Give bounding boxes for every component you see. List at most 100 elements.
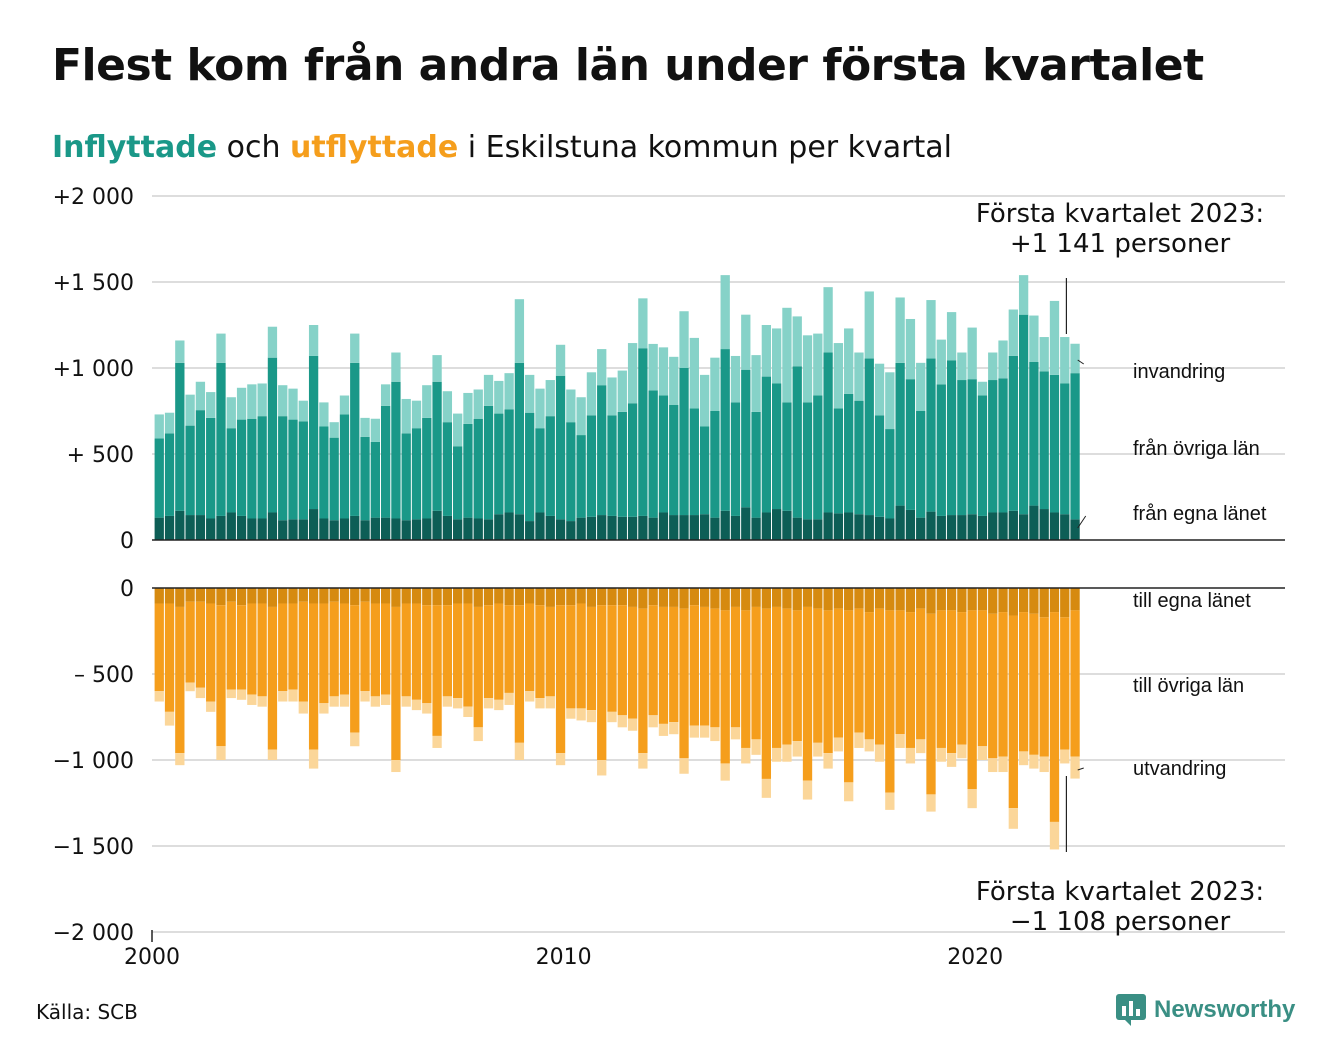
annotation-bottom-line2: −1 108 personer [1010,907,1231,937]
bar-in-abroad [864,291,874,359]
bar-in-abroad [226,397,236,429]
bar-in-abroad [905,318,916,380]
series-label-utvandring: utvandring [1133,758,1226,780]
subtitle-utflyttade: utflyttade [290,130,459,165]
bar-out-local [607,588,617,606]
bar-out-other [988,613,998,759]
bar-in-local [833,513,844,540]
bar-out-local [1039,588,1049,618]
bar-in-local [802,519,813,540]
bar-in-abroad [627,343,638,404]
axis-layer [151,278,1285,942]
bar-out-local [576,588,586,604]
bar-in-other [298,421,308,520]
bar-out-other [874,608,885,745]
bar-in-local [411,519,422,540]
bar-out-other [1060,617,1070,750]
bar-out-abroad [864,739,874,752]
bar-in-local [916,517,926,540]
bar-in-local [874,516,885,540]
bar-out-abroad [175,753,185,766]
bar-out-other [638,608,648,754]
bar-out-local [360,588,370,602]
newsworthy-icon [1116,994,1146,1026]
bar-out-other [463,603,473,707]
bar-in-other [483,405,494,520]
bar-out-abroad [380,694,391,705]
bar-in-other [442,422,453,516]
bar-in-other [936,384,946,516]
bar-in-other [350,362,360,516]
series-label-invandring: invandring [1133,361,1225,383]
bar-in-other [823,352,833,513]
bar-out-local [730,588,741,607]
bar-in-abroad [463,392,473,424]
bar-out-other [607,605,617,712]
bar-in-local [1060,514,1070,540]
bar-out-other [257,603,267,697]
bar-in-local [669,515,679,540]
bar-out-abroad [514,742,525,760]
bar-in-other [1070,373,1080,520]
bar-in-abroad [504,373,514,410]
bar-in-local [226,512,236,540]
bar-out-other [669,606,679,723]
bar-out-other [916,608,926,740]
bar-out-local [617,588,627,606]
bar-out-local [432,588,442,606]
bar-out-abroad [885,792,895,810]
bar-in-other [638,348,648,516]
bar-in-other [257,416,267,519]
bar-out-abroad [813,742,823,757]
bar-in-other [895,362,905,506]
bar-out-local [483,588,494,606]
bar-out-abroad [772,747,782,762]
bar-in-other [627,403,638,517]
bar-out-abroad [555,753,566,766]
annotation-top-line2: +1 141 personer [1010,229,1231,259]
bar-in-other [988,380,998,513]
bar-in-other [247,418,257,519]
bar-out-other [319,603,329,704]
bar-in-local [555,519,566,540]
bar-out-local [823,588,833,611]
bar-out-other [905,612,916,748]
bar-out-abroad [236,689,247,700]
bar-in-other [288,419,298,520]
bar-out-abroad [977,746,988,760]
bar-in-local [679,515,689,540]
bar-out-abroad [802,780,813,800]
bar-out-other [432,605,442,736]
bar-out-abroad [195,687,206,699]
x-tick-label: 2010 [536,945,592,970]
bar-in-local [422,518,432,540]
bar-in-local [483,519,494,540]
bar-out-local [226,588,236,602]
bar-out-abroad [761,778,772,798]
bar-out-abroad [998,756,1008,773]
bar-in-abroad [298,400,308,422]
bar-in-local [329,520,339,540]
bar-out-abroad [350,732,360,747]
bar-in-other [154,438,164,518]
bar-out-other [648,605,658,716]
bar-in-other [401,433,411,521]
bar-in-other [699,426,710,515]
bar-out-local [864,588,874,613]
bar-in-other [977,395,988,516]
bar-out-other [998,612,1008,757]
bar-out-other [278,603,288,692]
bar-out-local [257,588,267,604]
bar-out-abroad [370,696,380,707]
bar-out-abroad [710,727,720,742]
chart-title: Flest kom från andra län under första kv… [52,40,1204,91]
bar-out-other [236,605,247,690]
bar-in-other [432,381,442,511]
bar-in-local [514,514,525,540]
bar-in-local [864,515,874,540]
bar-in-local [535,512,545,540]
y-tick-label-top: + 500 [67,443,134,468]
bar-out-other [977,610,988,747]
bar-in-other [792,366,802,518]
